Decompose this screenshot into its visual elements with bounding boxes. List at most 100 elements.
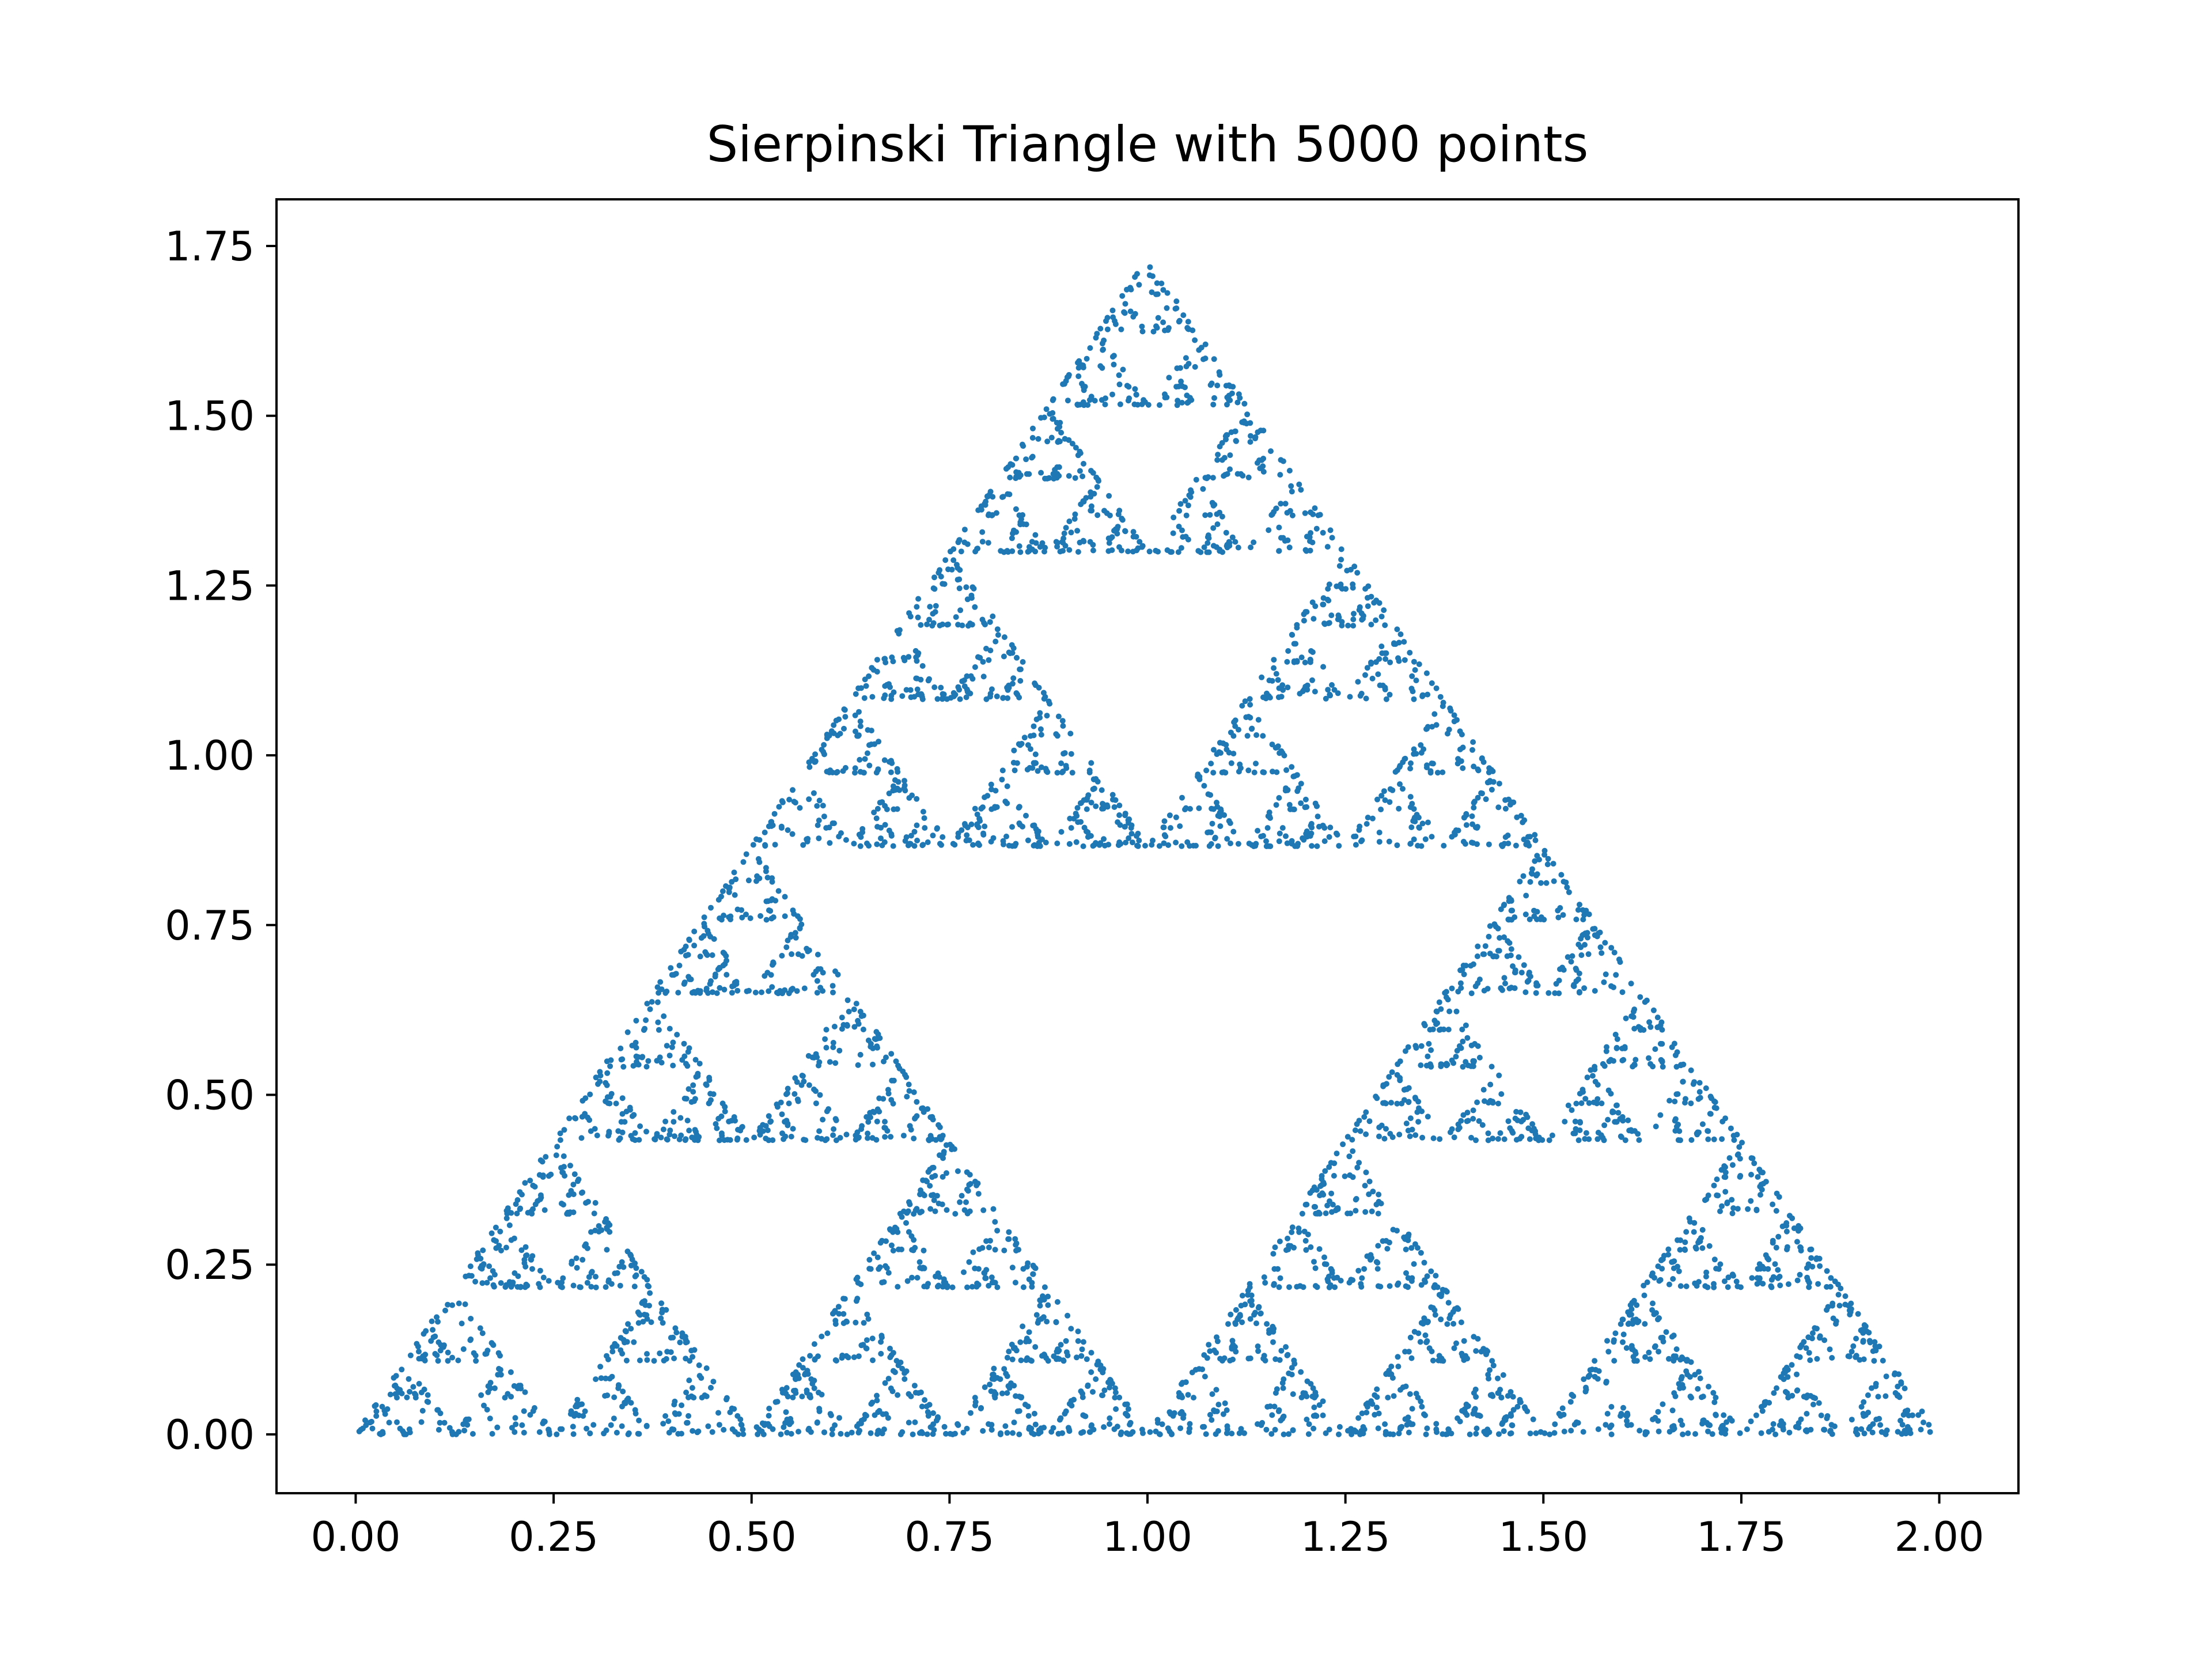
scatter-point bbox=[1080, 1339, 1086, 1345]
scatter-point bbox=[1228, 1311, 1234, 1318]
scatter-point bbox=[1206, 1342, 1212, 1348]
scatter-point bbox=[1310, 1385, 1316, 1391]
scatter-point bbox=[1412, 667, 1418, 673]
scatter-point bbox=[799, 953, 805, 959]
scatter-point bbox=[1831, 1423, 1838, 1429]
scatter-point bbox=[1687, 1374, 1693, 1380]
scatter-point bbox=[1892, 1370, 1898, 1376]
scatter-point bbox=[1467, 1431, 1473, 1437]
scatter-point bbox=[1345, 622, 1351, 629]
scatter-point bbox=[1209, 1391, 1215, 1397]
scatter-point bbox=[657, 979, 664, 985]
scatter-point bbox=[1659, 1058, 1665, 1064]
scatter-point bbox=[1705, 1128, 1711, 1134]
scatter-point bbox=[1276, 1284, 1282, 1290]
scatter-point bbox=[1649, 1307, 1656, 1313]
scatter-point bbox=[1582, 942, 1588, 948]
scatter-point bbox=[1351, 834, 1357, 840]
scatter-point bbox=[1230, 751, 1237, 757]
scatter-point bbox=[1641, 1292, 1647, 1298]
scatter-point bbox=[1237, 395, 1243, 401]
scatter-point bbox=[790, 1371, 796, 1377]
scatter-point bbox=[754, 873, 760, 879]
scatter-point bbox=[1490, 1135, 1496, 1142]
scatter-point bbox=[1490, 779, 1497, 785]
scatter-point bbox=[635, 1320, 642, 1326]
scatter-point bbox=[1251, 769, 1257, 775]
scatter-point bbox=[1377, 1284, 1384, 1290]
scatter-point bbox=[1815, 1281, 1821, 1287]
scatter-point bbox=[1411, 1261, 1417, 1267]
scatter-point bbox=[1523, 892, 1529, 899]
scatter-point bbox=[1278, 1347, 1285, 1354]
scatter-point bbox=[982, 823, 988, 830]
scatter-point bbox=[480, 1247, 486, 1254]
scatter-point bbox=[743, 911, 749, 918]
scatter-point bbox=[637, 1123, 643, 1129]
scatter-point bbox=[1430, 1357, 1436, 1364]
scatter-point bbox=[970, 842, 976, 848]
scatter-point bbox=[1659, 1041, 1665, 1047]
scatter-point bbox=[959, 622, 965, 629]
scatter-point bbox=[890, 843, 896, 849]
scatter-point bbox=[1292, 843, 1298, 849]
scatter-point bbox=[887, 684, 893, 690]
scatter-point bbox=[942, 557, 949, 563]
scatter-point bbox=[881, 1125, 888, 1131]
scatter-point bbox=[1227, 466, 1233, 472]
scatter-point bbox=[1101, 1424, 1107, 1430]
scatter-point bbox=[1926, 1422, 1932, 1428]
scatter-point bbox=[1378, 614, 1385, 620]
scatter-point bbox=[1700, 1417, 1706, 1424]
scatter-point bbox=[1594, 1096, 1601, 1102]
scatter-point bbox=[1483, 1347, 1490, 1353]
scatter-point bbox=[1681, 1246, 1688, 1252]
scatter-point bbox=[1753, 1412, 1759, 1418]
scatter-point bbox=[1562, 1119, 1568, 1125]
scatter-point bbox=[1383, 696, 1389, 702]
scatter-point bbox=[1058, 760, 1065, 766]
scatter-point bbox=[1772, 1261, 1778, 1267]
scatter-point bbox=[685, 1086, 692, 1092]
scatter-point bbox=[597, 1364, 604, 1370]
scatter-point bbox=[1386, 1074, 1392, 1080]
scatter-point bbox=[1570, 1393, 1577, 1399]
scatter-point bbox=[1558, 872, 1565, 878]
scatter-point bbox=[1176, 319, 1182, 325]
scatter-point bbox=[1866, 1330, 1872, 1336]
scatter-point bbox=[628, 1262, 634, 1269]
scatter-point bbox=[1185, 1392, 1191, 1398]
scatter-point bbox=[1806, 1284, 1812, 1290]
scatter-point bbox=[1312, 505, 1318, 512]
scatter-point bbox=[1326, 1164, 1332, 1170]
scatter-point bbox=[1608, 945, 1615, 951]
scatter-point bbox=[1842, 1293, 1849, 1299]
scatter-point bbox=[914, 822, 920, 828]
scatter-point bbox=[637, 1357, 643, 1364]
scatter-point bbox=[793, 934, 799, 941]
scatter-point bbox=[1637, 1428, 1643, 1434]
scatter-point bbox=[879, 1279, 885, 1286]
scatter-point bbox=[1164, 290, 1171, 296]
scatter-point bbox=[1475, 794, 1481, 801]
scatter-point bbox=[929, 1174, 935, 1180]
scatter-point bbox=[1360, 616, 1366, 622]
scatter-point bbox=[1139, 401, 1145, 407]
scatter-point bbox=[782, 1119, 788, 1125]
scatter-point bbox=[1241, 400, 1248, 407]
scatter-point bbox=[1311, 1203, 1317, 1210]
scatter-point bbox=[1055, 1355, 1060, 1361]
scatter-point bbox=[1646, 1019, 1653, 1025]
scatter-point bbox=[1116, 381, 1123, 388]
scatter-point bbox=[1065, 397, 1071, 404]
scatter-point bbox=[1304, 533, 1310, 540]
scatter-point bbox=[980, 1428, 986, 1434]
scatter-point bbox=[1471, 763, 1477, 770]
scatter-point bbox=[590, 1422, 597, 1428]
scatter-point bbox=[620, 1264, 627, 1270]
scatter-point bbox=[1179, 794, 1185, 801]
scatter-point bbox=[919, 663, 926, 669]
scatter-point bbox=[1860, 1338, 1866, 1344]
scatter-point bbox=[1185, 326, 1191, 332]
scatter-point bbox=[1016, 805, 1022, 811]
